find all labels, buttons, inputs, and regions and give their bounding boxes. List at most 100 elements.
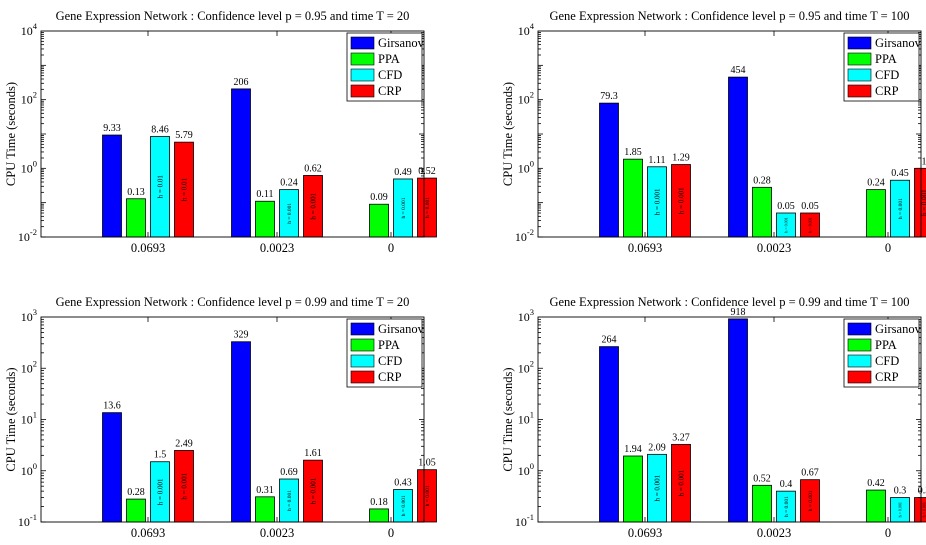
- data-label-crp-0: 1: [922, 156, 926, 167]
- data-label-crp-0-0693: 3.27: [672, 432, 690, 443]
- bar-annotation-crp: h = 0.001: [309, 192, 317, 219]
- bar-crp-0: [417, 469, 437, 523]
- legend-label-cfd: CFD: [378, 354, 402, 368]
- y-tick-label: 10-1: [515, 512, 534, 529]
- plot-area-frame: [40, 30, 425, 238]
- x-tick-label: 0: [885, 526, 891, 540]
- legend-swatch-cfd: [847, 354, 872, 368]
- chart-panel-3: Gene Expression Network : Confidence lev…: [4, 295, 437, 540]
- legend-swatch-ppa: [847, 52, 872, 66]
- y-axis-label: CPU Time (seconds): [4, 82, 18, 186]
- legend: Girsanov PPA CFD CRP: [843, 32, 922, 102]
- bar-ppa-0-0693: [623, 158, 643, 238]
- bar-annotation-cfd: h = 0.001: [653, 474, 661, 501]
- bar-ppa-0-0023: [752, 484, 772, 523]
- legend-swatch-girsanov: [847, 322, 872, 336]
- data-label-girsanov-0-0693: 264: [602, 335, 617, 346]
- bar-girsanov-0-0023: [231, 88, 251, 238]
- x-tick-label: 0.0023: [260, 241, 294, 255]
- data-label-cfd-0-0693: 8.46: [151, 124, 169, 135]
- bar-annotation-cfd: h = 0.001: [783, 217, 788, 232]
- data-label-ppa-0-0693: 0.13: [127, 187, 145, 198]
- data-label-ppa-0: 0.18: [370, 497, 388, 508]
- data-label-ppa-0: 0.42: [867, 478, 885, 489]
- bar-annotation-cfd: h = 0.001: [401, 197, 407, 218]
- legend-swatch-cfd: [350, 354, 375, 368]
- y-tick-label: 10-2: [18, 227, 37, 244]
- legend-swatch-crp: [350, 84, 375, 98]
- legend-label-girsanov: Girsanov: [378, 322, 425, 336]
- bar-girsanov-0-0693: [599, 102, 619, 238]
- bar-girsanov-0-0693: [102, 412, 122, 523]
- bar-crp-0: [914, 167, 926, 238]
- bar-ppa-0: [369, 203, 389, 238]
- bar-annotation-cfd: h = 0.001: [898, 198, 904, 219]
- chart-title: Gene Expression Network : Confidence lev…: [549, 9, 909, 23]
- bar-annotation-crp: h = 0.001: [425, 197, 431, 218]
- y-tick-label: 103: [518, 307, 534, 324]
- legend-label-girsanov: Girsanov: [378, 36, 425, 50]
- legend-label-girsanov: Girsanov: [875, 322, 922, 336]
- legend-swatch-crp: [350, 370, 375, 384]
- x-tick-label: 0.0023: [260, 526, 294, 540]
- legend-label-ppa: PPA: [875, 338, 897, 352]
- data-label-crp-0-0693: 5.79: [175, 130, 193, 141]
- y-tick-label: 100: [21, 158, 37, 175]
- plot-area-frame: [537, 316, 922, 523]
- data-label-crp-0-0023: 0.67: [801, 468, 819, 479]
- legend-label-crp: CRP: [378, 370, 402, 384]
- data-label-cfd-0-0693: 1.11: [648, 155, 665, 166]
- data-label-ppa-0-0023: 0.31: [256, 485, 274, 496]
- bar-annotation-crp: h = 0.001: [921, 502, 926, 517]
- legend-swatch-ppa: [847, 338, 872, 352]
- chart-panel-4: Gene Expression Network : Confidence lev…: [501, 295, 926, 540]
- data-label-ppa-0-0693: 0.28: [127, 487, 145, 498]
- legend-label-crp: CRP: [378, 84, 402, 98]
- y-tick-label: 103: [21, 307, 37, 324]
- legend-swatch-girsanov: [350, 322, 375, 336]
- bar-girsanov-0-0023: [728, 76, 748, 238]
- plot-area-frame: [537, 30, 922, 238]
- bar-annotation-cfd: h = 0.01: [156, 175, 164, 199]
- data-label-girsanov-0-0693: 9.33: [103, 123, 121, 134]
- y-tick-label: 10-1: [18, 512, 37, 529]
- y-tick-label: 100: [21, 461, 37, 478]
- data-label-ppa-0: 0.09: [370, 192, 388, 203]
- bar-annotation-crp: h = 0.001: [677, 187, 685, 214]
- data-label-girsanov-0-0023: 329: [234, 330, 249, 341]
- data-label-ppa-0-0693: 1.85: [624, 147, 642, 158]
- bar-annotation-crp: h = 0.001: [677, 469, 685, 496]
- data-label-crp-0-0023: 1.61: [304, 448, 322, 459]
- y-tick-label: 102: [518, 358, 534, 375]
- legend-swatch-girsanov: [847, 36, 872, 50]
- plot-area-frame: [40, 316, 425, 523]
- bar-ppa-0-0693: [126, 198, 146, 238]
- bar-annotation-cfd: h = 0.001: [287, 203, 293, 224]
- bar-annotation-crp: h = 0.001: [309, 477, 317, 504]
- data-label-girsanov-0-0023: 206: [234, 77, 249, 88]
- x-tick-label: 0: [885, 241, 891, 255]
- data-label-crp-0: 1.05: [418, 458, 436, 469]
- y-axis-label: CPU Time (seconds): [4, 367, 18, 471]
- y-tick-label: 102: [518, 90, 534, 107]
- legend-swatch-cfd: [847, 68, 872, 82]
- data-label-cfd-0: 0.49: [394, 167, 412, 178]
- legend: Girsanov PPA CFD CRP: [843, 318, 922, 388]
- legend-label-girsanov: Girsanov: [875, 36, 922, 50]
- data-label-cfd-0: 0.3: [894, 486, 907, 497]
- x-tick-label: 0.0693: [628, 241, 662, 255]
- y-tick-label: 101: [518, 410, 534, 427]
- bar-ppa-0-0023: [752, 186, 772, 238]
- bar-girsanov-0-0023: [231, 341, 251, 523]
- data-label-ppa-0-0023: 0.52: [753, 473, 771, 484]
- data-label-girsanov-0-0693: 79.3: [600, 91, 618, 102]
- y-tick-label: 100: [518, 461, 534, 478]
- y-tick-label: 100: [518, 158, 534, 175]
- y-tick-label: 101: [21, 410, 37, 427]
- legend-swatch-cfd: [350, 68, 375, 82]
- bar-annotation-cfd: h = 0.001: [897, 502, 902, 517]
- bar-ppa-0: [866, 489, 886, 523]
- bar-annotation-cfd: h = 0.001: [401, 495, 407, 516]
- x-tick-label: 0: [388, 526, 394, 540]
